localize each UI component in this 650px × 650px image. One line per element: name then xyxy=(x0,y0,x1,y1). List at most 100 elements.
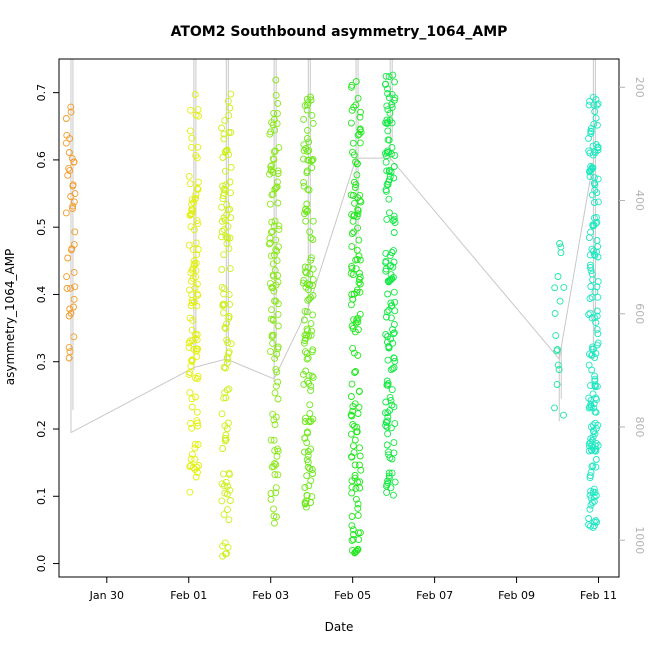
data-point xyxy=(220,309,227,317)
data-point xyxy=(592,114,600,122)
data-point xyxy=(62,209,70,217)
data-point xyxy=(274,395,282,403)
data-point xyxy=(70,333,78,341)
secondary-line-layer xyxy=(70,59,596,434)
data-point xyxy=(67,103,75,111)
data-point xyxy=(356,269,363,277)
data-point xyxy=(266,200,274,208)
data-point xyxy=(274,178,281,186)
data-point xyxy=(305,295,313,303)
y-tick-label: 0.3 xyxy=(35,353,48,371)
data-point xyxy=(305,138,313,146)
data-point xyxy=(352,158,360,166)
data-point xyxy=(551,404,558,412)
data-point xyxy=(273,350,281,358)
data-point xyxy=(302,414,309,422)
data-point xyxy=(552,332,560,340)
data-point xyxy=(391,420,399,428)
data-point xyxy=(303,355,311,363)
data-point xyxy=(274,272,282,279)
data-point xyxy=(307,294,315,302)
data-point xyxy=(352,484,360,492)
data-point xyxy=(307,445,315,453)
data-point xyxy=(272,365,280,373)
data-point xyxy=(267,166,275,174)
data-point xyxy=(348,513,356,520)
data-point xyxy=(270,512,278,520)
data-point xyxy=(391,151,399,159)
data-point xyxy=(304,448,312,455)
data-point xyxy=(188,134,196,142)
data-point xyxy=(354,94,362,102)
data-point xyxy=(302,367,310,375)
data-point xyxy=(385,343,393,351)
data-point xyxy=(309,265,317,273)
data-point xyxy=(187,106,195,114)
data-point xyxy=(307,234,315,242)
data-point xyxy=(349,535,357,543)
data-point xyxy=(391,478,399,486)
data-point xyxy=(384,430,392,438)
data-point xyxy=(266,170,273,178)
data-point xyxy=(390,288,398,296)
data-point xyxy=(383,167,391,175)
data-point xyxy=(188,266,196,274)
data-point xyxy=(303,308,311,316)
data-point xyxy=(300,276,308,284)
data-point xyxy=(382,421,390,429)
data-point xyxy=(225,291,233,299)
data-point xyxy=(590,428,598,436)
data-point xyxy=(309,119,317,127)
data-point xyxy=(557,249,565,257)
data-point xyxy=(385,306,393,314)
data-point xyxy=(382,158,390,166)
data-point xyxy=(385,176,393,184)
data-point xyxy=(69,182,77,190)
data-point xyxy=(67,108,75,116)
data-point xyxy=(194,246,202,253)
data-point xyxy=(302,283,310,291)
data-point xyxy=(381,80,389,88)
data-point xyxy=(585,394,593,402)
data-point xyxy=(587,403,595,411)
data-point xyxy=(306,270,314,278)
data-point xyxy=(275,225,283,233)
data-point xyxy=(69,202,77,210)
data-point xyxy=(269,331,277,339)
data-point xyxy=(553,381,561,388)
data-point xyxy=(273,247,281,255)
data-point xyxy=(270,156,278,164)
data-point xyxy=(301,307,309,315)
data-point xyxy=(225,385,233,393)
data-point xyxy=(557,243,565,251)
data-point xyxy=(271,421,279,429)
data-point xyxy=(309,156,317,163)
data-point xyxy=(66,348,74,356)
data-point xyxy=(384,290,392,298)
data-point xyxy=(588,270,596,278)
x-tick-label: Jan 30 xyxy=(89,589,124,602)
data-point xyxy=(353,171,361,179)
data-point xyxy=(222,324,230,332)
data-point xyxy=(309,311,317,319)
data-point xyxy=(270,462,278,470)
data-point xyxy=(384,413,392,421)
data-point xyxy=(193,463,201,471)
data-point xyxy=(62,115,70,122)
data-point xyxy=(390,439,398,447)
data-point xyxy=(219,552,227,560)
data-point xyxy=(220,130,228,138)
data-point xyxy=(67,309,75,317)
data-point xyxy=(220,470,227,478)
data-point xyxy=(356,113,364,121)
data-point xyxy=(347,411,355,419)
data-point xyxy=(189,274,197,282)
data-point xyxy=(308,466,316,473)
data-point xyxy=(300,448,308,456)
data-point xyxy=(271,354,279,362)
data-point xyxy=(309,292,317,299)
data-point xyxy=(192,194,200,202)
data-point xyxy=(306,465,314,473)
y2-tick-label: 400 xyxy=(633,190,646,211)
data-point xyxy=(272,91,280,99)
